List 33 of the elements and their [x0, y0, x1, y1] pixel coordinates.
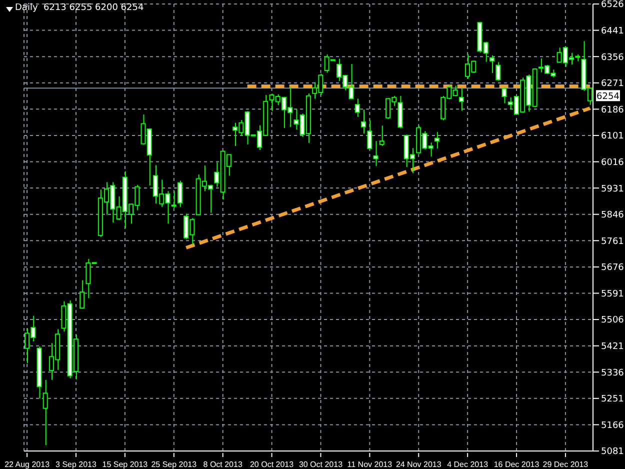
x-tick-label: 3 Sep 2013	[56, 460, 98, 469]
y-tick-label: 6186	[601, 105, 624, 116]
y-tick-label: 6016	[601, 158, 624, 168]
y-tick-label: 5251	[601, 394, 624, 405]
x-tick-label: 11 Nov 2013	[347, 460, 393, 469]
ref-line-label: 6254	[596, 92, 620, 102]
y-tick-label: 5336	[601, 368, 624, 378]
x-tick-label: 8 Oct 2013	[203, 460, 243, 469]
y-tick-label: 5761	[601, 236, 624, 247]
y-tick-label: 5081	[601, 447, 624, 458]
x-tick-label: 4 Dec 2013	[447, 460, 489, 469]
x-tick-label: 30 Oct 2013	[298, 460, 344, 469]
x-tick-label: 15 Sep 2013	[102, 460, 148, 469]
y-tick-label: 5676	[601, 263, 624, 274]
y-tick-label: 6441	[601, 26, 624, 36]
candlestick	[171, 191, 176, 208]
y-tick-label: 6101	[601, 132, 624, 142]
y-tick-label: 6526	[601, 0, 624, 10]
x-tick-label: 16 Dec 2013	[494, 460, 540, 469]
x-tick-label: 20 Oct 2013	[250, 460, 294, 469]
y-tick-label: 6356	[601, 52, 624, 63]
y-tick-label: 5846	[601, 210, 624, 221]
x-tick-label: 22 Aug 2013	[4, 460, 50, 469]
x-tick-label: 29 Dec 2013	[542, 460, 589, 469]
y-tick-label: 5931	[601, 184, 624, 194]
x-tick-label: 25 Sep 2013	[151, 460, 198, 469]
y-tick-label: 5166	[601, 420, 624, 431]
y-tick-label: 5506	[601, 316, 624, 326]
x-tick-label: 24 Nov 2013	[396, 460, 442, 469]
y-tick-label: 6271	[601, 79, 624, 90]
chart-title: Daily 6213 6255 6200 6254	[15, 3, 144, 13]
y-tick-label: 5421	[601, 342, 624, 352]
y-tick-label: 5591	[601, 289, 624, 300]
